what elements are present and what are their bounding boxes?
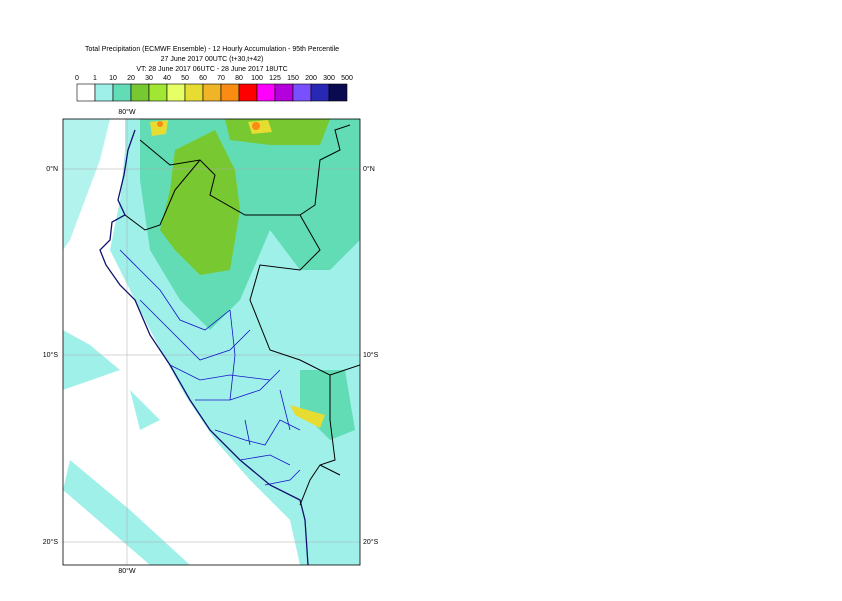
- legend-swatch: [220, 83, 240, 102]
- legend-swatch: [184, 83, 204, 102]
- lat-label: 10°S: [43, 351, 59, 359]
- legend-label: 100: [251, 75, 263, 82]
- legend-swatch: [76, 83, 96, 102]
- legend-label: 50: [181, 75, 189, 82]
- lat-labels: 0°N 0°N 10°S 10°S 20°S 20°S: [43, 165, 379, 546]
- legend-swatch: [130, 83, 150, 102]
- legend-swatch: [328, 83, 348, 102]
- coastline: [99, 129, 309, 565]
- heavy-precip: [225, 119, 330, 145]
- legend-swatch: [256, 83, 276, 102]
- legend-label: 125: [269, 75, 281, 82]
- legend-label: 300: [323, 75, 335, 82]
- legend-swatch: [166, 83, 186, 102]
- legend-swatch: [202, 83, 222, 102]
- lat-label: 10°S: [363, 351, 379, 359]
- peak-precip: [252, 122, 260, 130]
- country-border: [124, 124, 360, 506]
- offshore-precip: [63, 330, 190, 565]
- valid-time: VT: 28 June 2017 06UTC - 28 June 2017 18…: [136, 66, 287, 73]
- lat-label: 20°S: [363, 538, 379, 546]
- legend-label: 500: [341, 75, 353, 82]
- legend-label: 70: [217, 75, 225, 82]
- legend-label: 150: [287, 75, 299, 82]
- legend-label: 1: [93, 75, 97, 82]
- legend-swatch: [148, 83, 168, 102]
- lon-label: 80°W: [118, 108, 136, 116]
- map: [62, 118, 361, 566]
- legend-label: 20: [127, 75, 135, 82]
- legend-label: 10: [109, 75, 117, 82]
- title: Total Precipitation (ECMWF Ensemble) - 1…: [85, 46, 339, 53]
- legend-swatch: [238, 83, 258, 102]
- legend-label: 80: [235, 75, 243, 82]
- legend-label: 30: [145, 75, 153, 82]
- offshore-precip: [63, 119, 110, 250]
- legend-label: 40: [163, 75, 171, 82]
- region-border: [119, 249, 301, 486]
- lon-label: 80°W: [118, 567, 136, 575]
- peak-precip: [157, 121, 163, 127]
- legend-label: 60: [199, 75, 207, 82]
- legend: 0 1 10 20 30 40 50 60 70 80 100 125 150 200 300 500: [75, 75, 353, 102]
- legend-swatch: [274, 83, 294, 102]
- legend-swatch: [310, 83, 330, 102]
- run-time: 27 June 2017 00UTC (t+30,t+42): [161, 56, 264, 63]
- legend-swatch: [292, 83, 312, 102]
- legend-swatch: [94, 83, 114, 102]
- lat-label: 0°N: [46, 165, 58, 173]
- legend-label: 0: [75, 75, 79, 82]
- heavy-precip: [160, 130, 240, 275]
- legend-swatch: [112, 83, 132, 102]
- map-frame: [62, 118, 361, 566]
- legend-label: 200: [305, 75, 317, 82]
- lat-label: 20°S: [43, 538, 59, 546]
- lat-label: 0°N: [363, 165, 375, 173]
